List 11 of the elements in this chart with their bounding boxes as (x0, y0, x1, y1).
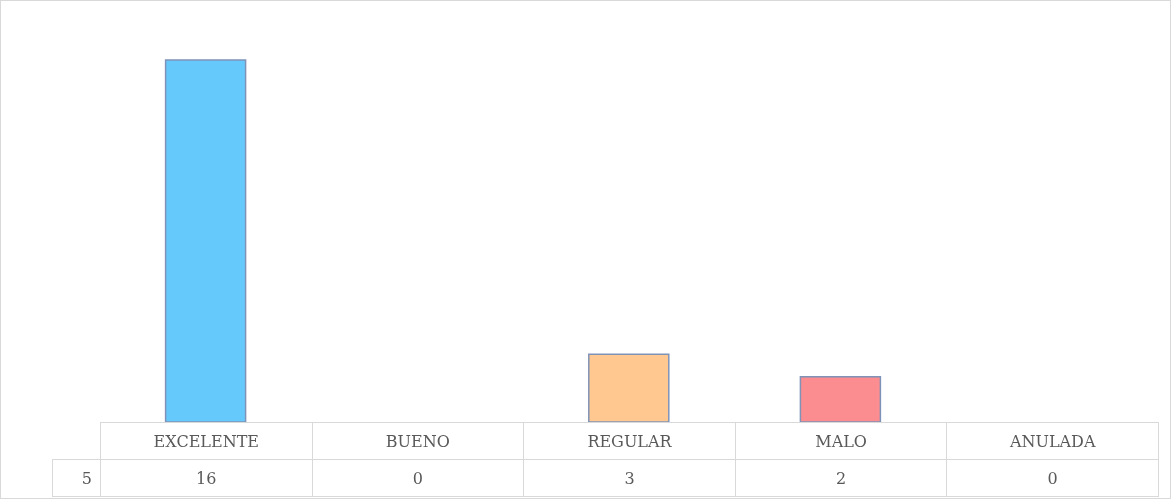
data-label: 2 (734, 459, 948, 497)
data-label: 0 (946, 459, 1159, 497)
x-tick-label: REGULAR (523, 422, 736, 460)
text: 5 (52, 459, 101, 497)
x-tick-label: BUENO (311, 422, 525, 460)
x-tick-label: ANULADA (946, 422, 1159, 460)
data-label: 3 (523, 459, 736, 497)
data-label: 0 (311, 459, 525, 497)
data-label: 16 (100, 459, 313, 497)
x-tick-label: MALO (734, 422, 948, 460)
x-tick-label: EXCELENTE (100, 422, 313, 460)
